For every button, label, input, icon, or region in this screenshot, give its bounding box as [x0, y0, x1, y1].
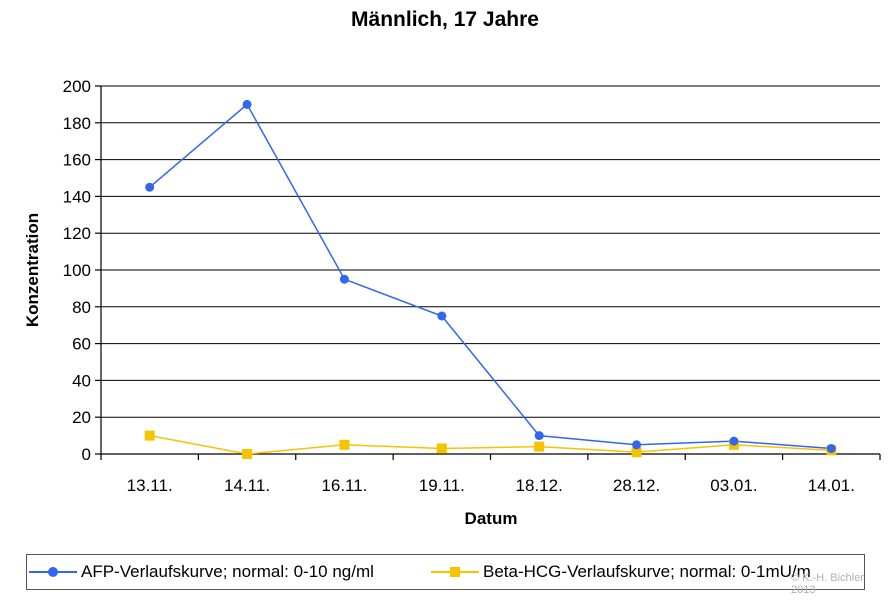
series-2-point-3 [339, 439, 350, 450]
legend: AFP-Verlaufskurve; normal: 0-10 ng/ml Be… [26, 554, 865, 590]
series [144, 99, 837, 459]
series-1-point-4 [437, 311, 447, 321]
series-1-point-5 [534, 431, 544, 441]
chart-title: Männlich, 17 Jahre [351, 8, 539, 31]
legend-item-afp: AFP-Verlaufskurve; normal: 0-10 ng/ml [29, 555, 374, 589]
y-tick-label-80: 80 [72, 298, 91, 317]
x-tick-label-6: 28.12. [613, 476, 660, 495]
y-tick-label-100: 100 [63, 261, 91, 280]
legend-item-beta-hcg: Beta-HCG-Verlaufskurve; normal: 0-1mU/m [431, 555, 811, 589]
series-line-1 [149, 103, 832, 450]
series-1-point-1 [145, 182, 155, 192]
copyright-watermark: © K.-H. Bichler 2013 [791, 572, 890, 596]
axes [95, 85, 881, 460]
series-1-point-6 [632, 440, 642, 450]
y-tick-label-60: 60 [72, 335, 91, 354]
legend-swatch-afp [29, 564, 77, 580]
x-tick-label-8: 14.01. [808, 476, 855, 495]
series-2-point-5 [534, 441, 545, 452]
y-tick-label-180: 180 [63, 114, 91, 133]
x-tick-label-5: 18.12. [516, 476, 563, 495]
x-tick-label-1: 13.11. [127, 476, 173, 495]
tick-labels: 0 20 40 60 80 100 120 140 160 180 200 13.11. 14.11. 1… [63, 77, 855, 495]
y-axis-title: Konzentration [23, 213, 42, 327]
x-tick-label-7: 03.01. [710, 476, 757, 495]
series-2-point-1 [144, 430, 155, 441]
x-tick-label-3: 16.11. [321, 476, 367, 495]
series-1-point-2 [242, 99, 252, 109]
x-axis-title: Datum [465, 509, 518, 528]
y-tick-label-160: 160 [63, 151, 91, 170]
legend-swatch-beta-hcg [431, 564, 479, 580]
series-2-point-4 [436, 443, 447, 454]
series-line-2 [149, 434, 832, 455]
series-1-point-7 [729, 436, 739, 446]
series-2-point-6 [631, 447, 642, 458]
legend-label-beta-hcg: Beta-HCG-Verlaufskurve; normal: 0-1mU/m [483, 562, 811, 581]
legend-label-afp: AFP-Verlaufskurve; normal: 0-10 ng/ml [81, 562, 374, 581]
y-tick-label-200: 200 [63, 77, 91, 96]
x-tick-label-4: 19.11. [419, 476, 465, 495]
y-tick-label-120: 120 [63, 224, 91, 243]
series-1-point-8 [826, 443, 836, 453]
series-1-point-3 [339, 274, 349, 284]
y-tick-label-0: 0 [82, 445, 91, 464]
y-tick-label-40: 40 [72, 371, 91, 390]
watermark-line-1: © K.-H. Bichler [791, 572, 864, 584]
watermark-line-2: 2013 [791, 584, 816, 596]
y-tick-label-20: 20 [72, 408, 91, 427]
series-2-point-2 [242, 449, 253, 459]
x-tick-label-2: 14.11. [224, 476, 270, 495]
gridlines [101, 85, 880, 418]
y-tick-label-140: 140 [63, 187, 91, 206]
